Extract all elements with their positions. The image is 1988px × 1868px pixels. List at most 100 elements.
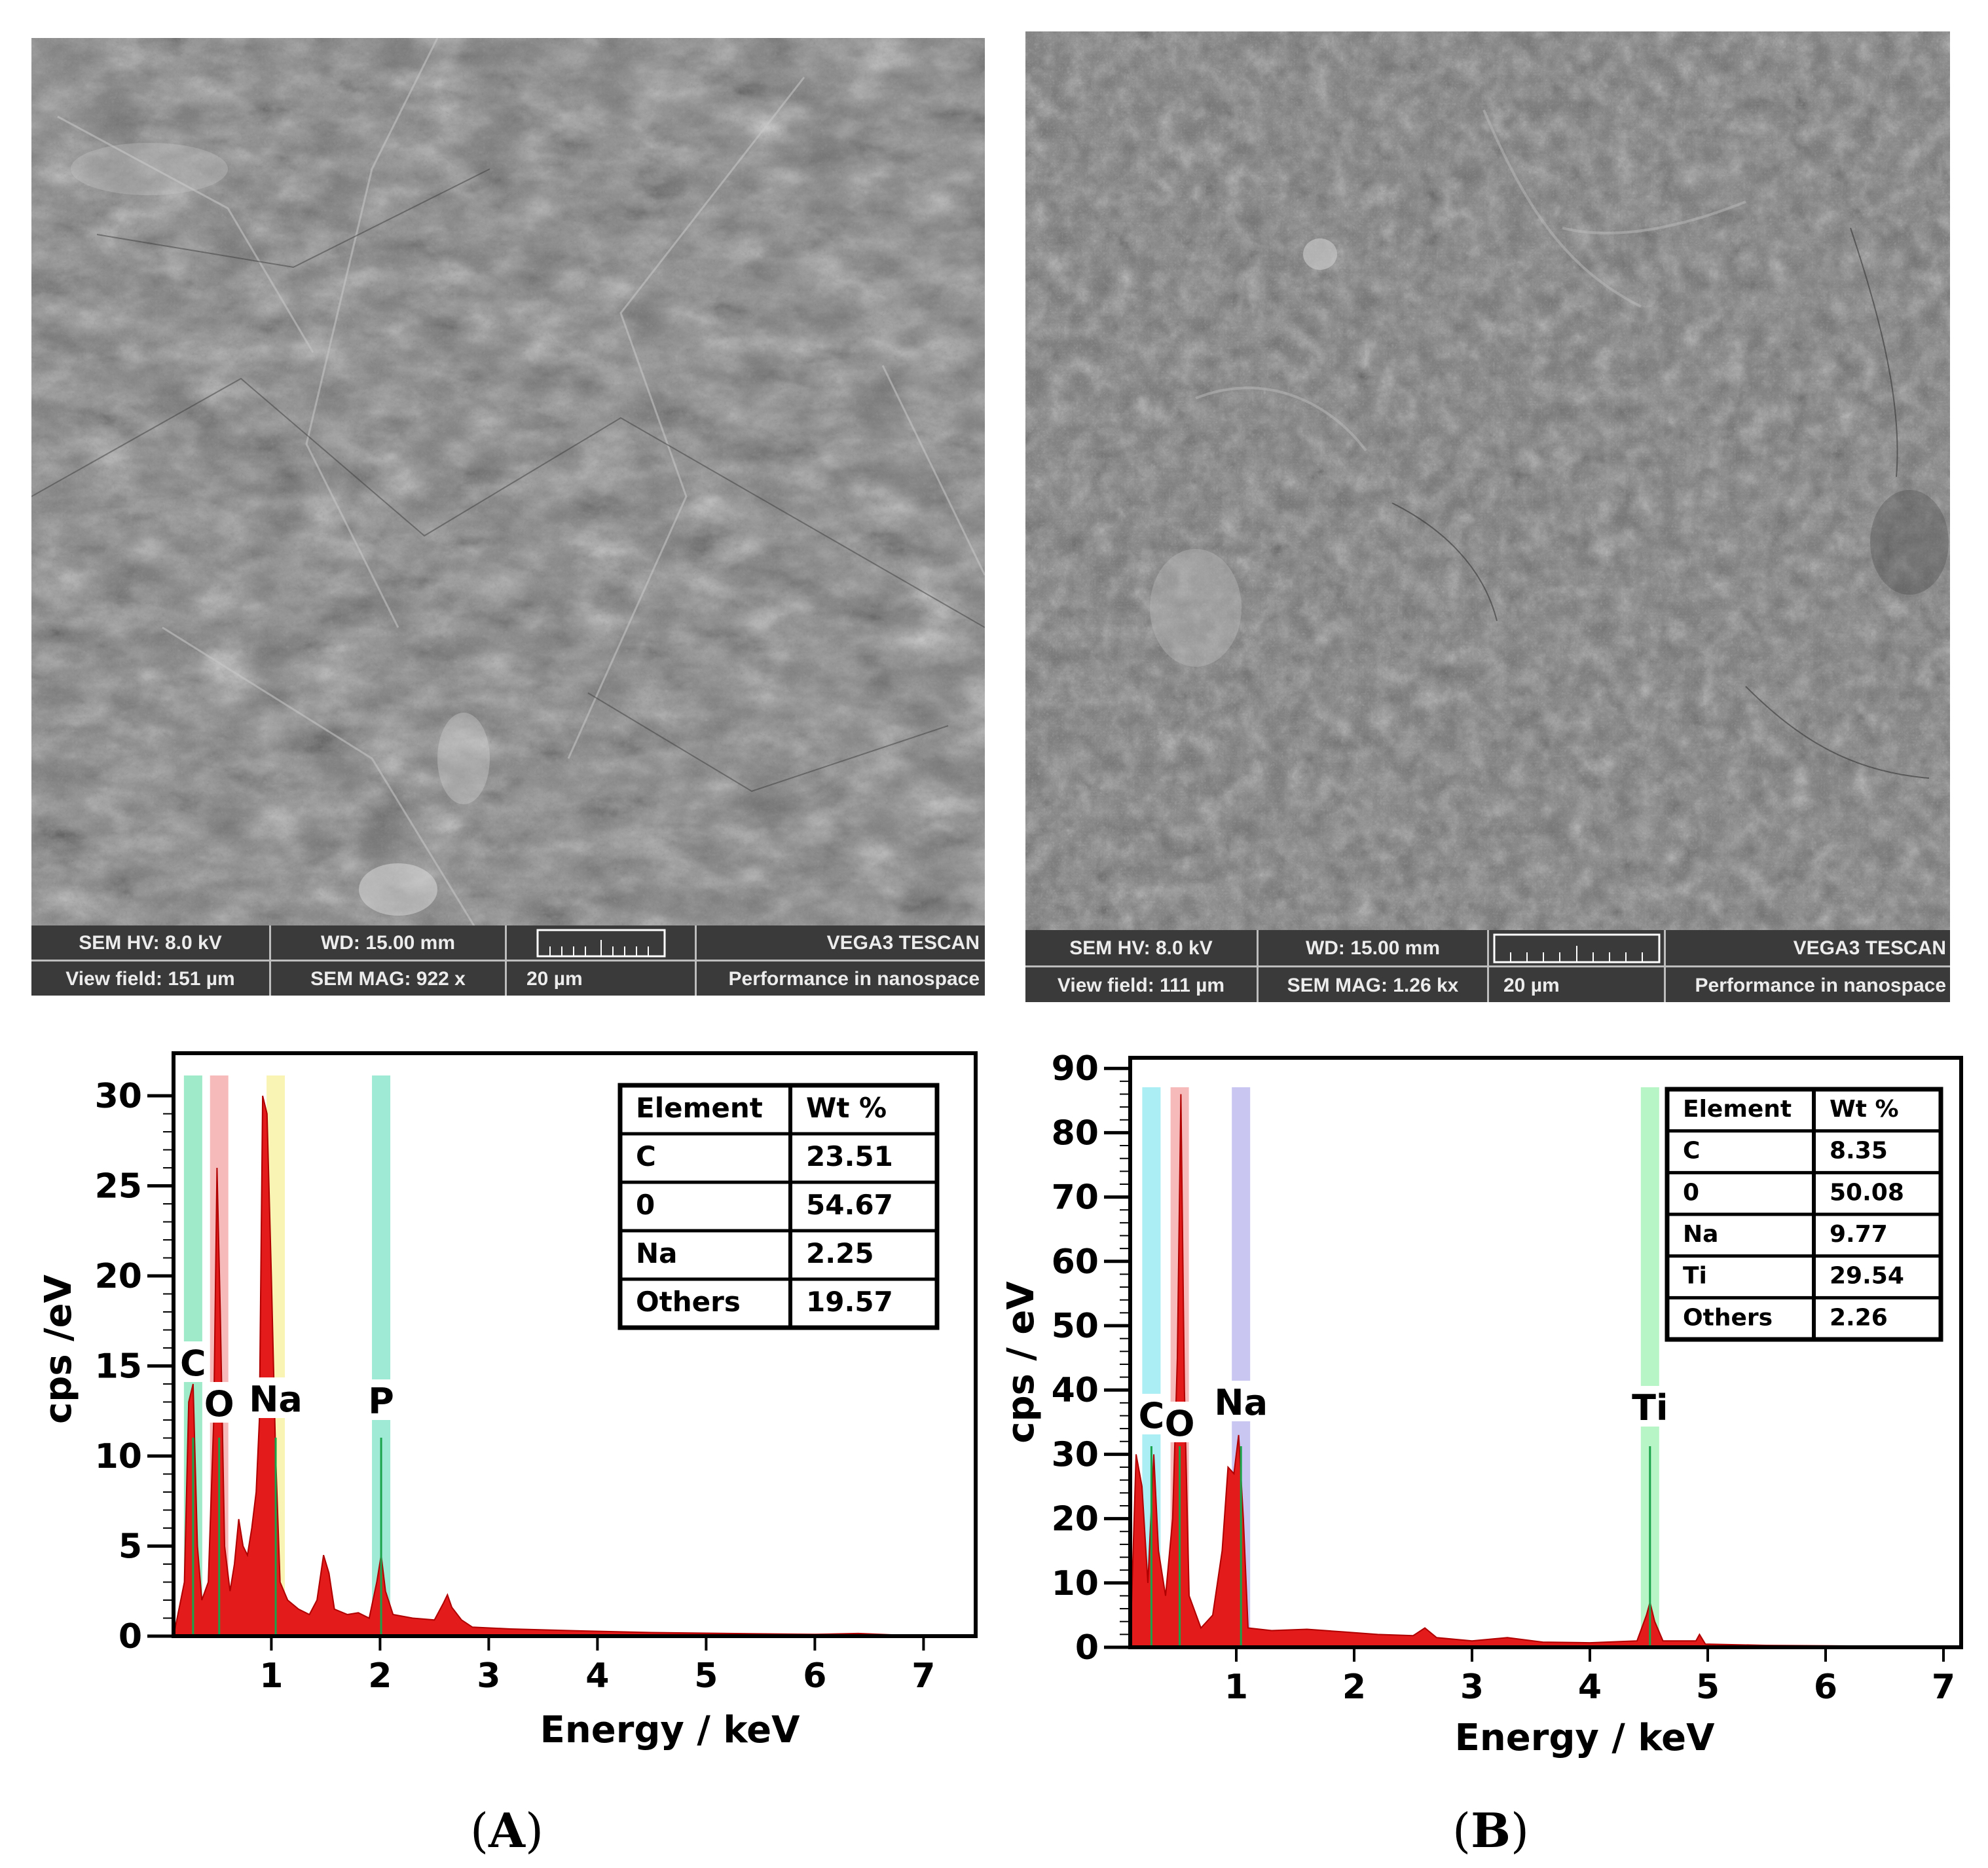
sem-view-field: View field: 151 µm bbox=[65, 967, 235, 990]
table-cell: 29.54 bbox=[1830, 1263, 1904, 1290]
peak-label-bg bbox=[203, 1382, 235, 1423]
x-tick-label: 1 bbox=[259, 1656, 283, 1696]
x-tick-label: 4 bbox=[585, 1656, 609, 1696]
table-cell: 50.08 bbox=[1830, 1179, 1904, 1206]
peak-label: Na bbox=[249, 1379, 303, 1420]
panel-label-b-close: ) bbox=[1510, 1803, 1530, 1858]
y-tick-label: 0 bbox=[119, 1617, 142, 1656]
composition-table: Element Wt % C 23.51 0 54.67 Na 2.25 Others 19.57 bbox=[617, 1083, 940, 1330]
sem-brand: VEGA3 TESCAN bbox=[826, 931, 980, 954]
spectrum-area bbox=[1129, 1094, 1944, 1648]
peak-label-bg bbox=[365, 1379, 397, 1420]
peak-label: O bbox=[1165, 1403, 1195, 1444]
peak-label: Na bbox=[1214, 1382, 1268, 1423]
y-tick-label: 30 bbox=[95, 1077, 142, 1116]
composition-table: Element Wt % C 8.35 0 50.08 Na 9.77 Ti 29.54 Other… bbox=[1665, 1087, 1943, 1342]
y-tick-label: 40 bbox=[1052, 1371, 1099, 1410]
table-cell: Na bbox=[636, 1237, 678, 1269]
x-tick-label: 5 bbox=[694, 1656, 718, 1696]
peak-label: Ti bbox=[1632, 1387, 1668, 1429]
y-tick-label: 5 bbox=[119, 1527, 142, 1567]
peak-label-bg bbox=[1135, 1394, 1168, 1434]
peak-label-bg bbox=[177, 1341, 209, 1382]
y-axis-label: cps / eV bbox=[1000, 1281, 1042, 1444]
panel-label-a-letter: A bbox=[488, 1803, 525, 1858]
sem-wd: WD: 15.00 mm bbox=[1305, 937, 1441, 959]
x-tick-label: 7 bbox=[911, 1656, 935, 1696]
peak-label-bg bbox=[1164, 1402, 1196, 1442]
table-header-cell: Element bbox=[1683, 1096, 1792, 1123]
peak-label: C bbox=[1139, 1395, 1165, 1436]
table-cell: 23.51 bbox=[806, 1140, 893, 1172]
table-cell: 2.25 bbox=[806, 1237, 874, 1269]
x-tick-label: 3 bbox=[477, 1656, 500, 1696]
table-cell: 2.26 bbox=[1830, 1304, 1888, 1331]
x-tick-label: 2 bbox=[368, 1656, 392, 1696]
panel-label-b-open: ( bbox=[1452, 1803, 1471, 1858]
table-cell: Ti bbox=[1683, 1263, 1707, 1290]
peak-label-bg bbox=[249, 1377, 303, 1418]
y-tick-label: 80 bbox=[1052, 1113, 1099, 1153]
sem-tagline: Performance in nanospace bbox=[728, 967, 980, 990]
x-tick-label: 5 bbox=[1696, 1668, 1720, 1707]
table-border bbox=[617, 1083, 940, 1330]
x-axis-label: Energy / keV bbox=[540, 1709, 800, 1751]
x-tick-label: 1 bbox=[1224, 1668, 1248, 1707]
panel-label-a-open: ( bbox=[470, 1803, 489, 1858]
table-cell: 0 bbox=[636, 1189, 655, 1221]
x-tick-label: 2 bbox=[1342, 1668, 1366, 1707]
scale-bar bbox=[1489, 930, 1664, 966]
sem-tagline: Performance in nanospace bbox=[1695, 974, 1946, 996]
table-header-cell: Wt % bbox=[806, 1092, 887, 1124]
table-cell: 8.35 bbox=[1830, 1138, 1888, 1165]
y-tick-label: 0 bbox=[1075, 1628, 1099, 1668]
sem-image-b bbox=[1025, 31, 1950, 933]
sem-info-bar-a: SEM HV: 8.0 kV WD: 15.00 mm VEGA3 TESCAN… bbox=[31, 925, 985, 996]
x-tick-label: 7 bbox=[1932, 1668, 1955, 1707]
table-cell: Na bbox=[1683, 1221, 1718, 1248]
sem-hv: SEM HV: 8.0 kV bbox=[1069, 937, 1213, 959]
panel-label-b: (B) bbox=[1452, 1803, 1529, 1858]
table-cell: 19.57 bbox=[806, 1286, 893, 1318]
spectrum-area bbox=[172, 1095, 924, 1637]
y-tick-label: 30 bbox=[1052, 1435, 1099, 1474]
scale-bar bbox=[507, 925, 695, 961]
sem-hv: SEM HV: 8.0 kV bbox=[79, 931, 222, 954]
sem-wd: WD: 15.00 mm bbox=[320, 931, 456, 954]
y-tick-label: 20 bbox=[95, 1257, 142, 1296]
table-cell: 9.77 bbox=[1830, 1221, 1888, 1248]
panel-label-a: (A) bbox=[470, 1803, 543, 1858]
peak-label-bg bbox=[1623, 1386, 1677, 1427]
x-axis-label: Energy / keV bbox=[1455, 1717, 1715, 1759]
plot-frame bbox=[1128, 1056, 1963, 1649]
y-axis-label: cps /eV bbox=[37, 1274, 80, 1424]
table-header-cell: Wt % bbox=[1830, 1096, 1899, 1123]
table-cell: C bbox=[636, 1140, 656, 1172]
y-tick-label: 50 bbox=[1052, 1307, 1099, 1346]
y-tick-label: 15 bbox=[95, 1347, 142, 1387]
x-tick-label: 4 bbox=[1578, 1668, 1602, 1707]
peak-label: O bbox=[204, 1383, 234, 1425]
table-cell: Others bbox=[1683, 1304, 1773, 1331]
y-tick-label: 10 bbox=[1052, 1564, 1099, 1603]
sem-texture-a bbox=[31, 38, 985, 930]
table-cell: C bbox=[1683, 1138, 1700, 1165]
x-tick-label: 6 bbox=[803, 1656, 826, 1696]
scale-bar-graphic bbox=[536, 929, 665, 958]
y-tick-label: 60 bbox=[1052, 1242, 1099, 1282]
table-cell: 54.67 bbox=[806, 1189, 893, 1221]
table-cell: 0 bbox=[1683, 1179, 1699, 1206]
eds-chart-b: 0 10 20 30 40 50 60 70 80 90 1 2 3 4 5 6 7 Energy / keV cp… bbox=[1000, 1049, 1963, 1759]
sem-image-a bbox=[31, 38, 985, 930]
table-cell: Others bbox=[636, 1286, 741, 1318]
table-header-cell: Element bbox=[636, 1092, 763, 1124]
sem-info-bar-b: SEM HV: 8.0 kV WD: 15.00 mm VEGA3 TESCAN… bbox=[1025, 930, 1950, 1002]
x-tick-label: 6 bbox=[1814, 1668, 1837, 1707]
scale-label: 20 µm bbox=[526, 967, 583, 990]
y-tick-label: 90 bbox=[1052, 1049, 1099, 1089]
x-tick-label: 3 bbox=[1460, 1668, 1484, 1707]
sem-mag: SEM MAG: 1.26 kx bbox=[1287, 974, 1459, 996]
y-tick-label: 25 bbox=[95, 1167, 142, 1206]
